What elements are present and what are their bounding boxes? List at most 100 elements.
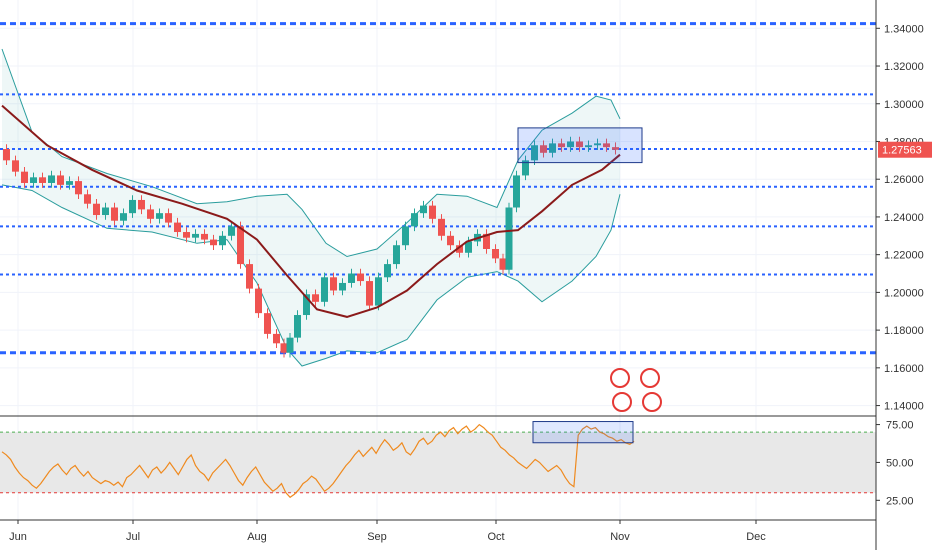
oscillator-tick-label: 25.00 bbox=[886, 495, 914, 507]
candle-body bbox=[264, 313, 271, 334]
price-tick-label: 1.30000 bbox=[884, 99, 924, 111]
candlesticks bbox=[3, 136, 619, 358]
candle-body bbox=[75, 181, 82, 195]
oscillator-band bbox=[0, 432, 876, 493]
candle-body bbox=[330, 277, 337, 291]
indicator-badge-icon[interactable] bbox=[642, 392, 662, 412]
candle-body bbox=[111, 207, 118, 221]
candle-body bbox=[174, 222, 181, 233]
candle-body bbox=[201, 233, 208, 240]
candle-body bbox=[66, 181, 73, 185]
candle-body bbox=[393, 245, 400, 265]
candle-body bbox=[192, 233, 199, 238]
candle-body bbox=[183, 232, 190, 238]
indicator-badge-icon[interactable] bbox=[640, 368, 660, 388]
oscillator-tick-label: 50.00 bbox=[886, 457, 914, 469]
candle-body bbox=[30, 177, 37, 183]
candle-body bbox=[567, 141, 574, 148]
candle-body bbox=[102, 207, 109, 216]
candle-body bbox=[366, 281, 373, 306]
candle-body bbox=[531, 145, 538, 161]
indicator-badge-icon[interactable] bbox=[610, 368, 630, 388]
time-tick-label: Aug bbox=[247, 531, 267, 543]
time-tick-label: Oct bbox=[487, 531, 504, 543]
candle-body bbox=[39, 177, 46, 183]
candle-body bbox=[303, 294, 310, 316]
candle-body bbox=[294, 315, 301, 338]
candle-body bbox=[585, 145, 592, 148]
candle-body bbox=[384, 264, 391, 278]
time-tick-label: Jun bbox=[9, 531, 27, 543]
candle-body bbox=[12, 160, 19, 172]
candle-body bbox=[375, 277, 382, 306]
oscillator-pane bbox=[0, 421, 876, 499]
candle-body bbox=[465, 241, 472, 253]
candle-body bbox=[348, 273, 355, 283]
candle-body bbox=[57, 175, 64, 185]
candle-body bbox=[505, 207, 513, 270]
grid bbox=[0, 0, 876, 520]
candle-body bbox=[93, 203, 100, 216]
time-tick-label: Sep bbox=[367, 531, 387, 543]
price-tick-label: 1.18000 bbox=[884, 325, 924, 337]
oscillator-tick-label: 75.00 bbox=[886, 420, 914, 432]
candle-body bbox=[411, 213, 418, 227]
candle-body bbox=[603, 143, 610, 148]
candle-body bbox=[438, 218, 445, 236]
candle-body bbox=[3, 149, 10, 161]
candle-body bbox=[280, 343, 288, 353]
candle-body bbox=[447, 235, 454, 246]
oscillator-line bbox=[1, 423, 635, 499]
candle-body bbox=[312, 294, 319, 302]
candle-body bbox=[138, 199, 145, 210]
candle-body bbox=[48, 175, 55, 183]
candle-body bbox=[483, 233, 490, 249]
price-tick-label: 1.34000 bbox=[884, 23, 924, 35]
candle-body bbox=[120, 213, 127, 221]
candle-body bbox=[246, 264, 253, 289]
candle-body bbox=[219, 235, 226, 246]
time-tick-label: Dec bbox=[746, 531, 766, 543]
price-tick-label: 1.24000 bbox=[884, 212, 924, 224]
price-tick-label: 1.16000 bbox=[884, 363, 924, 375]
candle-body bbox=[237, 226, 244, 265]
candle-body bbox=[339, 282, 346, 291]
indicator-badge-icon[interactable] bbox=[612, 392, 632, 412]
candle-body bbox=[558, 143, 565, 148]
candle-body bbox=[255, 288, 262, 314]
candle-body bbox=[594, 143, 601, 146]
candle-body bbox=[357, 273, 364, 282]
price-tick-label: 1.20000 bbox=[884, 287, 924, 299]
price-tick-label: 1.22000 bbox=[884, 250, 924, 262]
candle-body bbox=[499, 258, 507, 270]
candle-body bbox=[549, 143, 556, 153]
bollinger-upper-line bbox=[1, 48, 621, 258]
price-tick-label: 1.32000 bbox=[884, 61, 924, 73]
candle-body bbox=[147, 209, 154, 219]
candle-body bbox=[156, 213, 163, 219]
candle-body bbox=[522, 160, 529, 176]
candle-body bbox=[84, 194, 91, 204]
time-tick-label: Jul bbox=[126, 531, 140, 543]
candle-body bbox=[228, 226, 235, 236]
candle-body bbox=[513, 175, 520, 208]
candle-body bbox=[540, 145, 547, 153]
candle-body bbox=[402, 226, 409, 246]
candle-body bbox=[492, 249, 499, 259]
candle-body bbox=[286, 337, 294, 353]
candle-body bbox=[429, 205, 436, 219]
candle-body bbox=[420, 205, 427, 214]
price-tick-label: 1.26000 bbox=[884, 174, 924, 186]
consolidation-box[interactable] bbox=[517, 127, 643, 164]
price-tick-label: 1.14000 bbox=[884, 401, 924, 413]
candle-body bbox=[576, 141, 583, 148]
candle-body bbox=[210, 239, 217, 246]
candle-body bbox=[612, 147, 619, 150]
oscillator-box[interactable] bbox=[532, 421, 634, 444]
candle-body bbox=[273, 333, 280, 344]
bollinger-lower-line bbox=[1, 184, 621, 367]
candle-body bbox=[165, 213, 172, 223]
time-tick-label: Nov bbox=[610, 531, 630, 543]
